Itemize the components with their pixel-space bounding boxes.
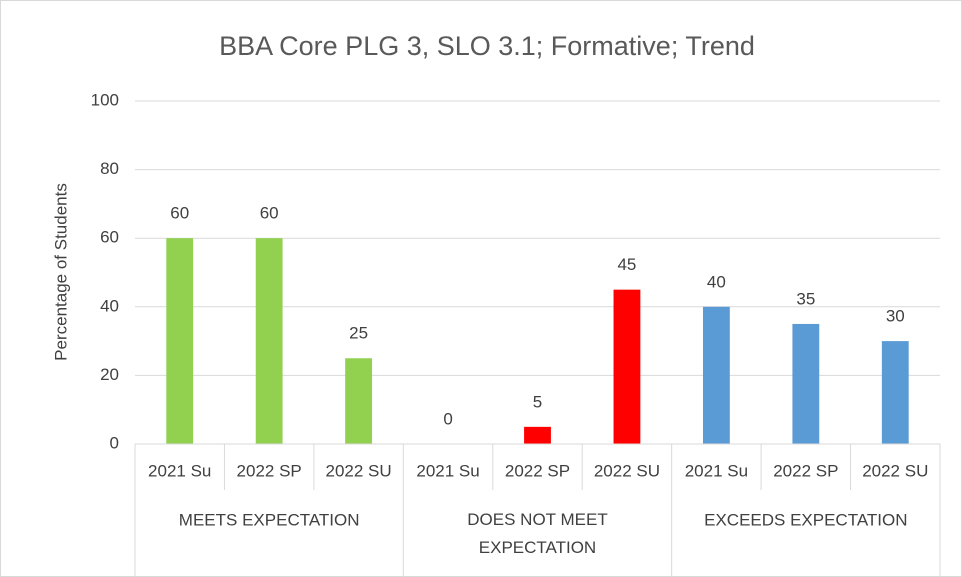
x-tick-label: 2022 SP <box>237 461 302 480</box>
data-label: 45 <box>617 255 636 274</box>
x-tick-label: 2022 SP <box>773 461 838 480</box>
y-tick-label: 0 <box>110 433 119 452</box>
y-tick-label: 20 <box>100 365 119 384</box>
group-label: DOES NOT MEET EXPECTATION <box>467 510 607 557</box>
x-tick-label: 2022 SU <box>594 461 660 480</box>
bar <box>792 323 820 444</box>
bar <box>166 238 194 444</box>
x-tick-label: 2022 SU <box>326 461 392 480</box>
x-tick-label: 2022 SP <box>505 461 570 480</box>
group-label: EXCEEDS EXPECTATION <box>704 510 907 529</box>
x-tick-label: 2022 SU <box>862 461 928 480</box>
bar <box>524 426 551 444</box>
x-tick-label: 2021 Su <box>416 461 479 480</box>
y-tick-label: 80 <box>100 159 119 178</box>
data-label: 25 <box>349 324 368 343</box>
data-label: 60 <box>170 204 189 223</box>
x-tick-label: 2021 Su <box>685 461 748 480</box>
group-label: MEETS EXPECTATION <box>179 510 360 529</box>
data-label: 0 <box>443 409 452 428</box>
x-tick-label: 2021 Su <box>148 461 211 480</box>
data-label: 35 <box>796 289 815 308</box>
bar <box>345 358 373 444</box>
y-tick-label: 100 <box>91 90 119 109</box>
y-axis-label: Percentage of Students <box>51 183 70 361</box>
data-label: 5 <box>533 392 542 411</box>
bar <box>702 306 730 444</box>
y-tick-label: 60 <box>100 228 119 247</box>
bar <box>255 238 283 444</box>
bar <box>613 289 641 444</box>
data-label: 40 <box>707 272 726 291</box>
data-label: 30 <box>886 307 905 326</box>
data-label: 60 <box>260 204 279 223</box>
chart-title: BBA Core PLG 3, SLO 3.1; Formative; Tren… <box>219 31 755 61</box>
bar <box>881 341 909 444</box>
y-tick-label: 40 <box>100 296 119 315</box>
